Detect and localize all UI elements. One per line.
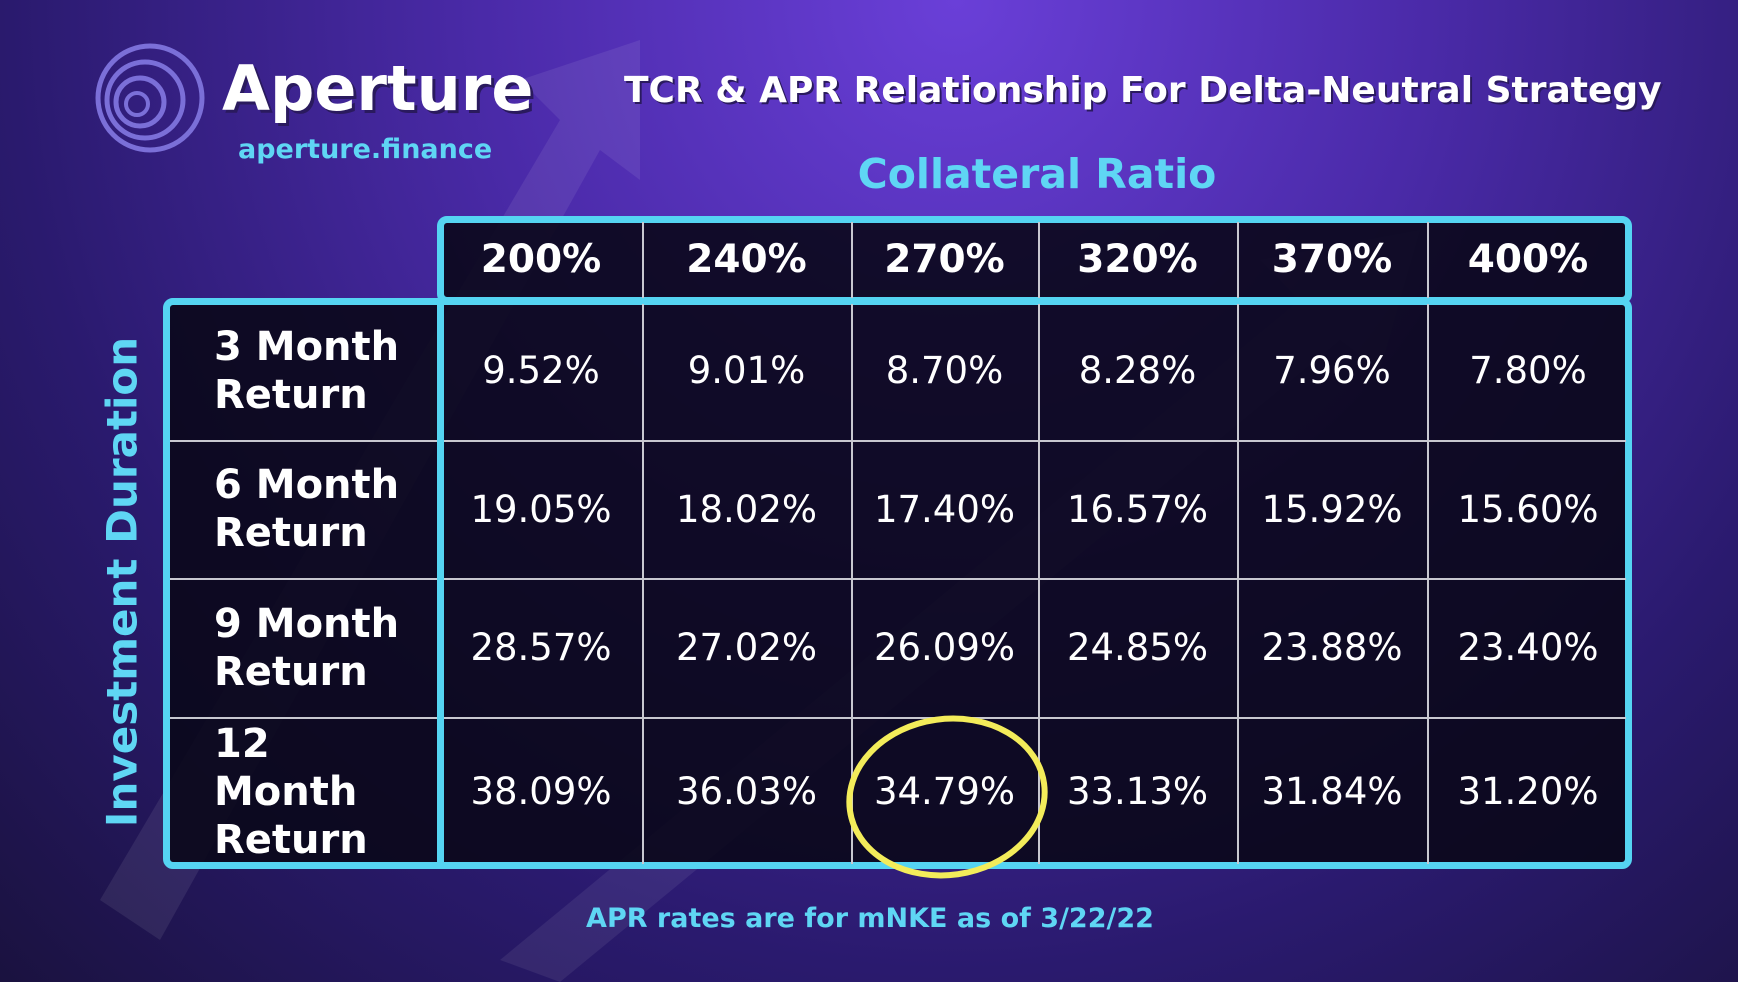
column-header: 370%	[1271, 236, 1393, 282]
table-cell: 36.03%	[675, 770, 818, 813]
table-cell: 19.05%	[470, 487, 612, 531]
grid-line	[437, 304, 444, 866]
table-cell: 28.57%	[470, 626, 612, 669]
column-header: 270%	[884, 236, 1005, 282]
table-cell: 17.40%	[873, 487, 1016, 531]
table-cell: 18.02%	[675, 487, 818, 531]
table-cell: 33.13%	[1066, 770, 1209, 813]
column-header: 240%	[686, 236, 807, 282]
grid-line	[1237, 304, 1239, 864]
title: TCR & APR Relationship For Delta-Neutral…	[624, 70, 1662, 111]
column-header: 320%	[1077, 236, 1198, 282]
column-header: 400%	[1467, 236, 1589, 282]
table-cell: 31.20%	[1457, 770, 1599, 813]
brand: Aperture	[222, 52, 534, 125]
grid-line	[851, 222, 853, 298]
table-cell: 23.40%	[1457, 626, 1599, 669]
table-cell: 34.79%	[873, 770, 1016, 813]
table-cell: 38.09%	[470, 770, 612, 813]
grid-line	[1427, 222, 1429, 298]
table-cell: 8.70%	[885, 349, 1004, 392]
table-cell: 26.09%	[873, 626, 1016, 669]
table-cell: 24.85%	[1066, 626, 1209, 669]
row-label: 9 Month Return	[214, 600, 400, 695]
table-cell: 7.96%	[1273, 349, 1391, 392]
table-cell: 27.02%	[675, 626, 818, 669]
column-header: 200%	[480, 236, 602, 282]
table-cell: 15.60%	[1457, 487, 1599, 531]
table-cell: 8.28%	[1078, 349, 1197, 392]
brand-url: aperture.finance	[238, 134, 493, 165]
footer-note: APR rates are for mNKE as of 3/22/22	[586, 903, 1154, 934]
grid-line	[642, 222, 644, 298]
grid-line	[1038, 222, 1040, 298]
table-cell: 15.92%	[1261, 487, 1403, 531]
grid-line	[170, 717, 1626, 719]
grid-line	[170, 578, 1626, 580]
grid-line	[642, 304, 644, 864]
table-cell: 31.84%	[1261, 770, 1403, 813]
grid-line	[1237, 222, 1239, 298]
row-label: 3 Month Return	[214, 323, 400, 418]
grid-line	[851, 304, 853, 864]
table-cell: 9.01%	[687, 349, 806, 392]
table-cell: 16.57%	[1066, 487, 1209, 531]
grid-line	[170, 440, 1626, 442]
row-label: 12 Month Return	[214, 720, 368, 863]
table-cell: 23.88%	[1261, 626, 1403, 669]
table-cell: 9.52%	[482, 349, 600, 392]
table-cell: 7.80%	[1469, 349, 1587, 392]
grid-line	[1038, 304, 1040, 864]
row-label: 6 Month Return	[214, 462, 400, 556]
grid-line	[1427, 304, 1429, 864]
column-group-label: Collateral Ratio	[857, 150, 1217, 198]
